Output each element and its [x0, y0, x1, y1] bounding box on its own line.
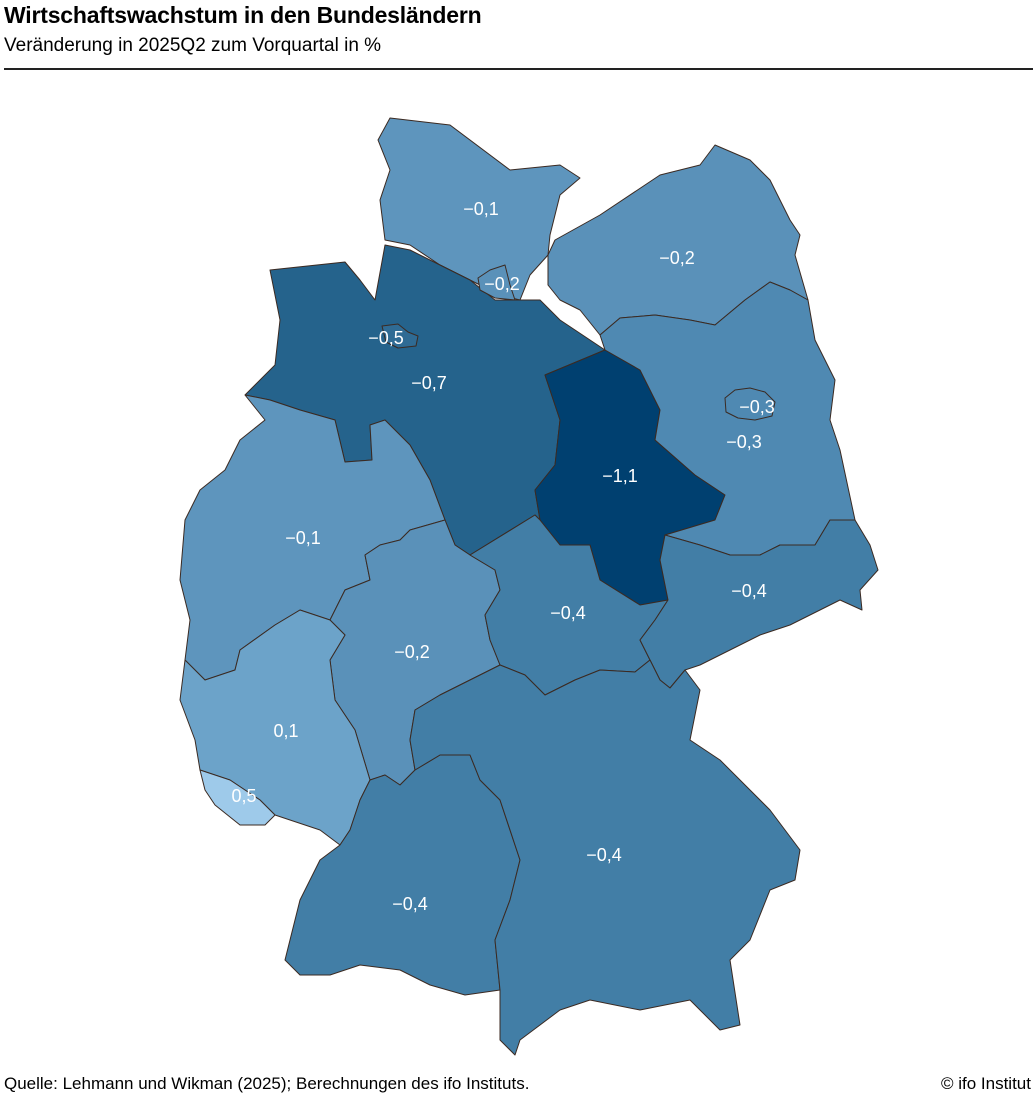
region-bayern	[409, 659, 801, 1056]
value-label-brandenburg: −0,3	[726, 432, 762, 452]
copyright-note: © ifo Institut	[940, 1074, 1031, 1093]
value-label-sachsen-anhalt: −1,1	[602, 466, 638, 486]
value-label-sachsen: −0,4	[731, 581, 767, 601]
chart-subtitle: Veränderung in 2025Q2 zum Vorquartal in …	[4, 35, 382, 56]
region-saarland	[199, 769, 276, 826]
source-note: Quelle: Lehmann und Wikman (2025); Berec…	[4, 1074, 530, 1093]
region-berlin	[724, 387, 776, 421]
chart-title: Wirtschaftswachstum in den Bundesländern	[4, 2, 482, 28]
value-label-hessen: −0,2	[394, 642, 430, 662]
value-label-niedersachsen: −0,7	[411, 373, 447, 393]
value-label-bremen: −0,5	[368, 328, 404, 348]
value-label-hamburg: −0,2	[484, 274, 520, 294]
value-label-saarland: 0,5	[231, 786, 256, 806]
value-label-thueringen: −0,4	[550, 603, 586, 623]
region-hamburg	[477, 264, 516, 301]
value-label-baden-wuerttemberg: −0,4	[392, 894, 428, 914]
value-label-berlin: −0,3	[739, 397, 775, 417]
region-sachsen	[639, 519, 879, 689]
value-label-mecklenburg-vorpommern: −0,2	[659, 248, 695, 268]
value-label-nordrhein-westfalen: −0,1	[285, 528, 321, 548]
region-bremen	[381, 323, 419, 349]
title-divider	[4, 68, 1033, 70]
value-label-bayern: −0,4	[586, 845, 622, 865]
value-label-rheinland-pfalz: 0,1	[273, 721, 298, 741]
value-label-schleswig-holstein: −0,1	[463, 199, 499, 219]
